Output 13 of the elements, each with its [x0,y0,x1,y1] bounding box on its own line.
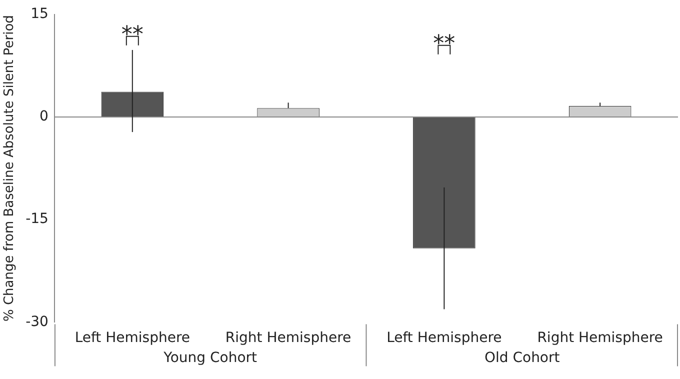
annotation: ** [121,22,144,48]
x-tick-label: Left Hemisphere [74,330,190,346]
y-tick-label: 15 [30,6,48,22]
x-tick-label: Right Hemisphere [537,330,663,346]
y-axis-title: % Change from Baseline Absolute Silent Period [2,15,18,322]
y-tick-label: -15 [26,211,48,228]
y-tick-label: 0 [40,108,48,125]
y-tick-label: -30 [26,314,48,330]
text: Young Cohort [162,350,258,366]
text: Old Cohort [484,350,560,366]
annotation: ** [433,31,456,56]
x-tick-label: Left Hemisphere [386,330,502,346]
x-tick-label: Right Hemisphere [225,330,352,346]
